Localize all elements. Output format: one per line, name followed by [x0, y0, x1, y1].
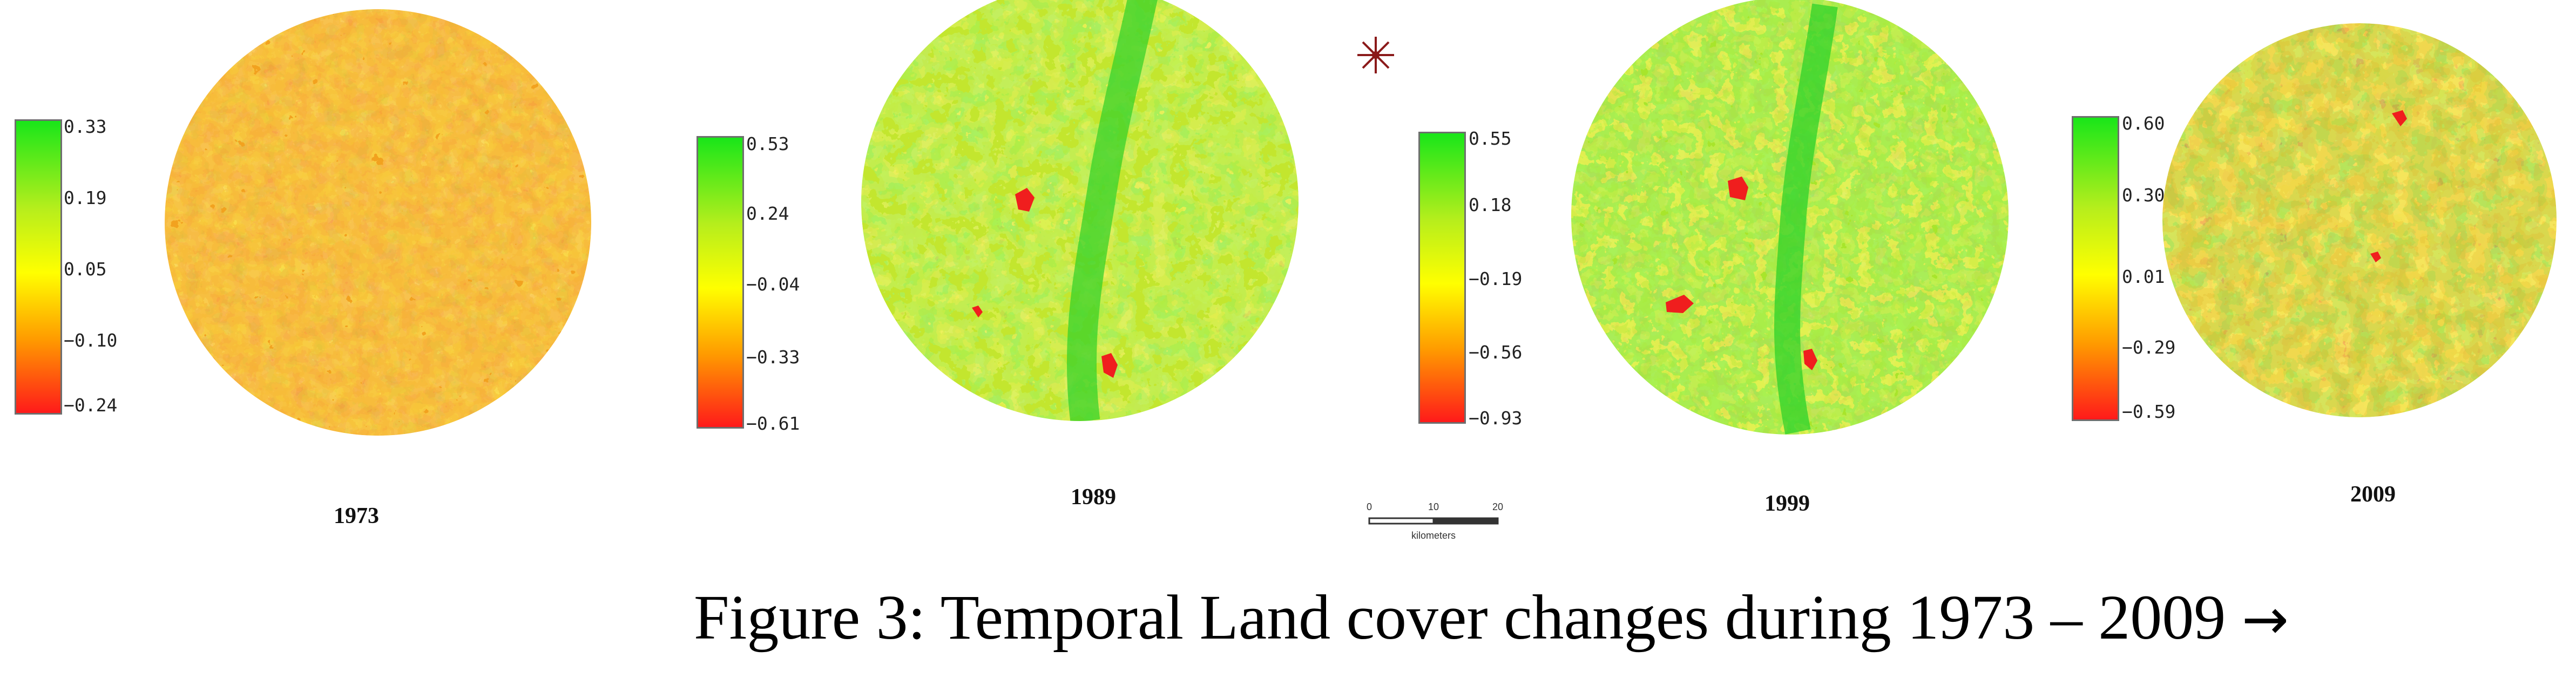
- map-1989-urban-patch-2: [1101, 353, 1118, 378]
- year-label-1989: 1989: [1071, 485, 1116, 510]
- figure-caption: Figure 3: Temporal Land cover changes du…: [694, 586, 2289, 649]
- scale-bar-graphic: [1368, 517, 1499, 525]
- legend-tick-2009-3: −0.29: [2122, 337, 2176, 358]
- map-1999: [1571, 0, 2009, 435]
- legend-tick-1999-1: 0.18: [1469, 194, 1512, 215]
- legend-tick-1973-4: −0.24: [64, 395, 118, 416]
- map-2009: [2162, 23, 2557, 417]
- legend-tick-2009-4: −0.59: [2122, 401, 2176, 422]
- legend-tick-1973-2: 0.05: [64, 259, 107, 280]
- map-1989-urban-patch: [1015, 188, 1035, 212]
- legend-tick-1989-0: 0.53: [746, 133, 789, 154]
- map-1999-urban-patch: [1728, 177, 1748, 200]
- scale-label-0: 0: [1366, 501, 1372, 512]
- right-arrow-icon: →: [2241, 586, 2289, 652]
- legend-tick-1989-4: −0.61: [746, 413, 800, 434]
- legend-tick-1999-2: −0.19: [1469, 268, 1523, 289]
- legend-tick-1973-0: 0.33: [64, 116, 107, 137]
- map-1999-river: [1774, 3, 1838, 435]
- figure-caption-text: Figure 3: Temporal Land cover changes du…: [694, 582, 2226, 653]
- map-1999-urban-patch-3: [1803, 349, 1817, 370]
- year-label-1973: 1973: [334, 504, 379, 528]
- legend-tick-1999-0: 0.55: [1469, 128, 1512, 149]
- legend-tick-1973-1: 0.19: [64, 187, 107, 208]
- scale-bar: 0 10 20 kilometers: [1361, 502, 1506, 551]
- map-2009-urban-patch-2: [2370, 252, 2381, 262]
- map-1973: [165, 9, 591, 436]
- map-1989-urban-patch-3: [972, 306, 983, 317]
- legend-tick-2009-2: 0.01: [2122, 266, 2165, 287]
- legend-bar-2009: [2072, 116, 2119, 421]
- map-1989-river: [1066, 0, 1159, 421]
- scale-unit-label: kilometers: [1411, 530, 1456, 541]
- year-label-2009: 2009: [2350, 482, 2396, 507]
- map-1999-urban-patch-2: [1666, 295, 1694, 313]
- north-arrow-icon: [1357, 37, 1394, 73]
- scale-label-20: 20: [1492, 501, 1504, 512]
- legend-tick-1973-3: −0.10: [64, 330, 118, 351]
- legend-tick-1999-3: −0.56: [1469, 342, 1523, 363]
- scale-label-10: 10: [1428, 501, 1439, 512]
- map-2009-urban-patch: [2392, 110, 2407, 126]
- legend-tick-1989-2: −0.04: [746, 274, 800, 295]
- legend-tick-2009-1: 0.30: [2122, 185, 2165, 206]
- legend-bar-1973: [15, 119, 62, 415]
- year-label-1999: 1999: [1764, 491, 1810, 516]
- legend-bar-1999: [1418, 132, 1466, 424]
- map-1989: [861, 0, 1299, 421]
- legend-tick-1989-1: 0.24: [746, 203, 789, 224]
- legend-tick-2009-0: 0.60: [2122, 113, 2165, 134]
- legend-tick-1989-3: −0.33: [746, 347, 800, 368]
- legend-tick-1999-4: −0.93: [1469, 408, 1523, 429]
- legend-bar-1989: [697, 136, 744, 429]
